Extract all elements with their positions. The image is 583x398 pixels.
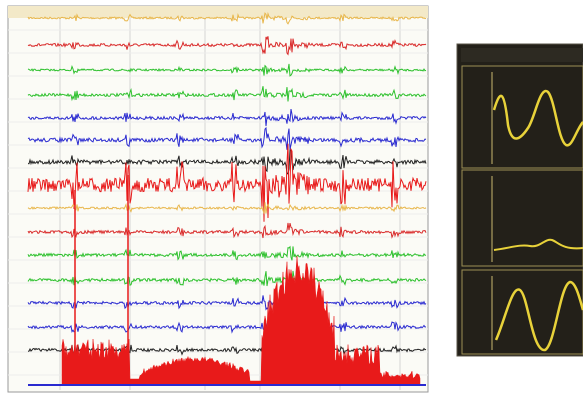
scope-header	[461, 48, 583, 62]
trace-window	[8, 6, 428, 392]
header-bar	[8, 6, 428, 18]
scope-panel	[457, 44, 583, 356]
page: (() => { const NS = 'http://www.w3.org/2…	[0, 0, 583, 398]
screenshot	[0, 0, 583, 398]
